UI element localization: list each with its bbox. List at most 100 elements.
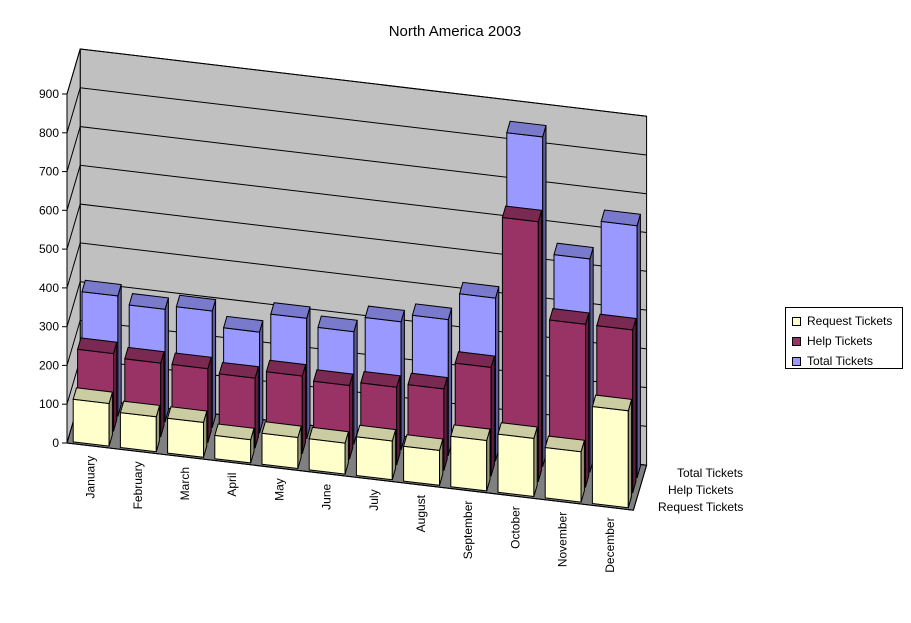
bar-request-tickets-april <box>214 423 255 464</box>
legend-swatch-total <box>792 356 801 366</box>
legend-item-request: Request Tickets <box>792 311 902 331</box>
bar-top <box>506 120 547 138</box>
y-tick-label: 500 <box>39 242 59 256</box>
y-tick-label: 900 <box>39 87 59 101</box>
depth-axis-line <box>632 465 648 511</box>
bar-top <box>553 242 594 260</box>
bar-request-tickets-october <box>497 422 538 498</box>
bar-top <box>308 426 350 444</box>
depth-axis-ticks: Total Tickets Help Tickets Request Tickets <box>632 465 743 514</box>
x-tick-label: February <box>131 461 145 509</box>
x-tick-label: June <box>320 483 334 509</box>
legend-swatch-request <box>792 316 801 326</box>
bar-top <box>312 369 354 387</box>
bar-top <box>364 305 406 323</box>
gridline <box>66 203 647 272</box>
gridline <box>66 126 647 195</box>
bar-front <box>591 405 629 509</box>
bar-top <box>128 293 170 310</box>
bar-top <box>261 421 302 439</box>
legend-label-request: Request Tickets <box>807 314 893 328</box>
y-tick-label: 0 <box>52 436 59 450</box>
y-axis-ticks: 0 100 200 300 400 500 600 700 800 900 <box>39 87 67 450</box>
depth-tick-label: Total Tickets <box>677 466 743 480</box>
bar-side <box>349 373 354 460</box>
depth-tick-label: Help Tickets <box>668 483 733 497</box>
bar-top <box>544 435 586 453</box>
bar-top <box>497 422 538 439</box>
bar-top <box>458 281 500 299</box>
bar-side <box>353 320 358 445</box>
y-tick-label: 800 <box>39 126 59 140</box>
bar-help-tickets-october <box>501 205 543 483</box>
y-tick-label: 600 <box>39 203 59 217</box>
bar-top <box>591 394 633 412</box>
bar-request-tickets-march <box>166 406 208 458</box>
x-tick-label: May <box>272 478 286 501</box>
bar-side <box>627 399 633 508</box>
bar-top <box>600 209 642 227</box>
bar-side <box>117 284 122 417</box>
bar-front <box>544 446 582 503</box>
y-tick-label: 400 <box>39 281 59 295</box>
bar-top <box>501 205 543 223</box>
bar-request-tickets-january <box>72 387 114 447</box>
bar-top <box>355 424 397 442</box>
x-tick-label: August <box>414 494 428 532</box>
x-tick-label: October <box>508 506 522 549</box>
legend: Request Tickets Help Tickets Total Ticke… <box>785 307 903 369</box>
bar-side <box>447 308 453 456</box>
x-axis-line <box>66 442 634 511</box>
legend-item-total: Total Tickets <box>792 351 902 371</box>
bar-front <box>497 433 535 498</box>
bar-top <box>81 279 122 297</box>
bar-request-tickets-july <box>355 424 397 481</box>
bar-front <box>308 438 346 475</box>
bar-front <box>119 412 157 453</box>
chart-bars <box>66 120 642 511</box>
x-tick-label: December <box>603 517 617 572</box>
bar-front <box>72 398 110 447</box>
bar-side <box>490 355 495 477</box>
bar-request-tickets-june <box>308 426 350 475</box>
bar-top <box>407 372 448 390</box>
y-tick-label: 300 <box>39 320 59 334</box>
bar-top <box>214 423 255 441</box>
bar-side <box>160 351 165 437</box>
gridline <box>66 48 647 117</box>
y-tick-label: 100 <box>39 397 59 411</box>
bar-top <box>124 346 165 364</box>
x-tick-label: April <box>225 473 239 497</box>
bar-top <box>265 359 307 377</box>
bar-side <box>636 214 641 478</box>
gridline <box>66 281 647 350</box>
bar-side <box>113 342 118 432</box>
legend-item-help: Help Tickets <box>792 331 902 351</box>
bar-top <box>76 337 118 355</box>
bar-front <box>167 417 204 458</box>
bar-request-tickets-february <box>119 400 161 453</box>
bar-top <box>72 387 114 405</box>
bar-side <box>396 375 401 465</box>
x-tick-label: March <box>178 467 192 500</box>
gridline <box>66 242 647 311</box>
chart-title: North America 2003 <box>389 23 522 40</box>
bar-top <box>411 303 453 321</box>
bar-top <box>360 370 401 388</box>
bar-side <box>400 310 405 450</box>
x-tick-label: July <box>367 489 381 510</box>
bar-top <box>166 406 208 423</box>
x-tick-label: November <box>556 512 570 567</box>
bar-side <box>254 366 259 449</box>
bar-side <box>207 357 212 443</box>
bar-top <box>402 434 444 451</box>
bar-side <box>211 299 217 428</box>
bar-request-tickets-may <box>261 421 302 470</box>
bar-side <box>443 377 448 471</box>
bar-top <box>596 313 637 331</box>
bar-request-tickets-september <box>450 424 491 492</box>
bar-request-tickets-november <box>544 435 586 503</box>
bar-side <box>301 364 307 454</box>
bar-top <box>270 302 311 319</box>
